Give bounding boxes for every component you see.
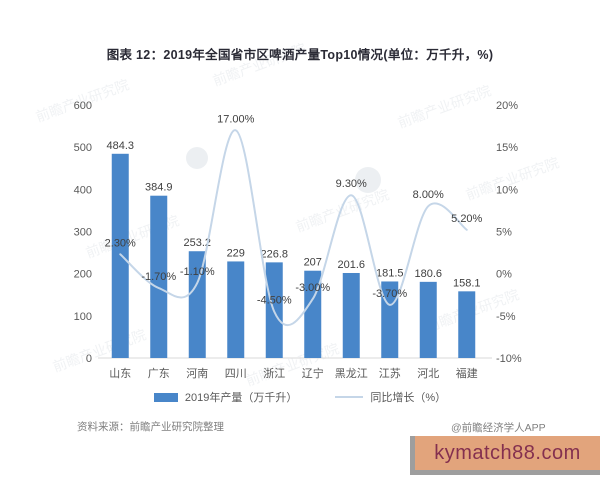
bar-value-label: 207 bbox=[304, 257, 322, 269]
source-note: 资料来源：前瞻产业研究院整理 bbox=[77, 421, 224, 433]
watermark-site-text: kymatch88.com bbox=[434, 441, 581, 464]
legend-line-swatch-icon bbox=[335, 396, 364, 398]
category-label-江苏: 江苏 bbox=[379, 367, 401, 380]
line-value-label: -1.70% bbox=[141, 271, 176, 283]
bar-河南 bbox=[188, 251, 206, 358]
category-label-河北: 河北 bbox=[417, 367, 439, 380]
bar-广东 bbox=[150, 195, 168, 358]
right-axis-tick: 20% bbox=[496, 100, 518, 112]
line-value-label: 9.30% bbox=[336, 178, 367, 190]
watermark-pattern-text: 前瞻产业研究院 bbox=[51, 326, 149, 375]
category-label-四川: 四川 bbox=[225, 368, 247, 380]
chart-title: 图表 12：2019年全国省市区啤酒产量Top10情况(单位：万千升，%) bbox=[106, 48, 494, 62]
line-value-label: -1.10% bbox=[180, 266, 215, 278]
line-value-label: -3.00% bbox=[295, 282, 330, 294]
line-value-label: 17.00% bbox=[217, 113, 255, 125]
right-axis-tick: 5% bbox=[496, 227, 512, 239]
left-axis-tick: 200 bbox=[74, 269, 92, 281]
watermark-pattern-text: 前瞻产业研究院 bbox=[294, 186, 392, 235]
watermark-logo-icon bbox=[186, 147, 208, 169]
line-value-label: -4.50% bbox=[257, 295, 292, 307]
bar-value-label: 158.1 bbox=[453, 277, 481, 289]
watermark-box: kymatch88.com bbox=[410, 436, 600, 475]
category-label-福建: 福建 bbox=[456, 366, 478, 380]
legend-bar-label: 2019年产量（万千升） bbox=[184, 392, 298, 404]
bar-山东 bbox=[111, 153, 129, 358]
bar-value-label: 484.3 bbox=[106, 140, 134, 152]
right-axis-tick: -10% bbox=[496, 353, 522, 365]
bar-value-label: 229 bbox=[227, 247, 245, 259]
right-axis-tick: 10% bbox=[496, 184, 518, 196]
bar-四川 bbox=[227, 261, 245, 358]
left-axis-tick: 600 bbox=[74, 100, 92, 112]
watermark-pattern-text: 前瞻产业研究院 bbox=[211, 40, 309, 89]
left-axis-tick: 0 bbox=[86, 353, 92, 365]
category-label-广东: 广东 bbox=[148, 367, 170, 380]
bar-value-label: 226.8 bbox=[260, 248, 288, 260]
bar-value-label: 253.2 bbox=[183, 237, 211, 249]
legend-item-growth: 同比增长（%） bbox=[335, 389, 446, 405]
credit-note: @前瞻经济学人APP bbox=[451, 422, 546, 434]
bar-value-label: 180.6 bbox=[414, 268, 442, 280]
bar-value-label: 201.6 bbox=[337, 259, 365, 271]
legend-item-production: 2019年产量（万千升） bbox=[153, 389, 298, 405]
line-value-label: 8.00% bbox=[413, 189, 444, 201]
right-axis-tick: 15% bbox=[496, 142, 518, 154]
left-axis-tick: 500 bbox=[74, 142, 92, 154]
right-axis-tick: 0% bbox=[496, 269, 512, 281]
right-axis-tick: -5% bbox=[496, 311, 516, 323]
watermark-logo-icon bbox=[355, 167, 381, 193]
line-value-label: -3.70% bbox=[372, 288, 407, 300]
category-label-黑龙江: 黑龙江 bbox=[335, 367, 368, 380]
bar-value-label: 384.9 bbox=[145, 182, 173, 194]
bar-河北 bbox=[419, 281, 437, 358]
category-label-辽宁: 辽宁 bbox=[302, 366, 324, 380]
bar-福建 bbox=[458, 291, 476, 358]
left-axis-tick: 400 bbox=[74, 184, 92, 196]
bar-value-label: 181.5 bbox=[376, 267, 404, 279]
category-label-浙江: 浙江 bbox=[263, 367, 285, 380]
bar-黑龙江 bbox=[342, 272, 360, 358]
growth-line bbox=[119, 129, 468, 327]
left-axis-tick: 100 bbox=[74, 311, 92, 323]
legend-bar-swatch-icon bbox=[153, 392, 178, 402]
watermark-pattern-text: 前瞻产业研究院 bbox=[244, 340, 342, 389]
category-label-河南: 河南 bbox=[186, 367, 208, 380]
chart-legend: 2019年产量（万千升） 同比增长（%） bbox=[0, 389, 600, 405]
watermark-pattern-text: 前瞻产业研究院 bbox=[396, 82, 494, 131]
legend-line-label: 同比增长（%） bbox=[370, 392, 447, 404]
line-value-label: 5.20% bbox=[451, 213, 482, 225]
category-label-山东: 山东 bbox=[109, 367, 131, 380]
left-axis-tick: 300 bbox=[74, 227, 92, 239]
line-value-label: 2.30% bbox=[105, 237, 136, 249]
